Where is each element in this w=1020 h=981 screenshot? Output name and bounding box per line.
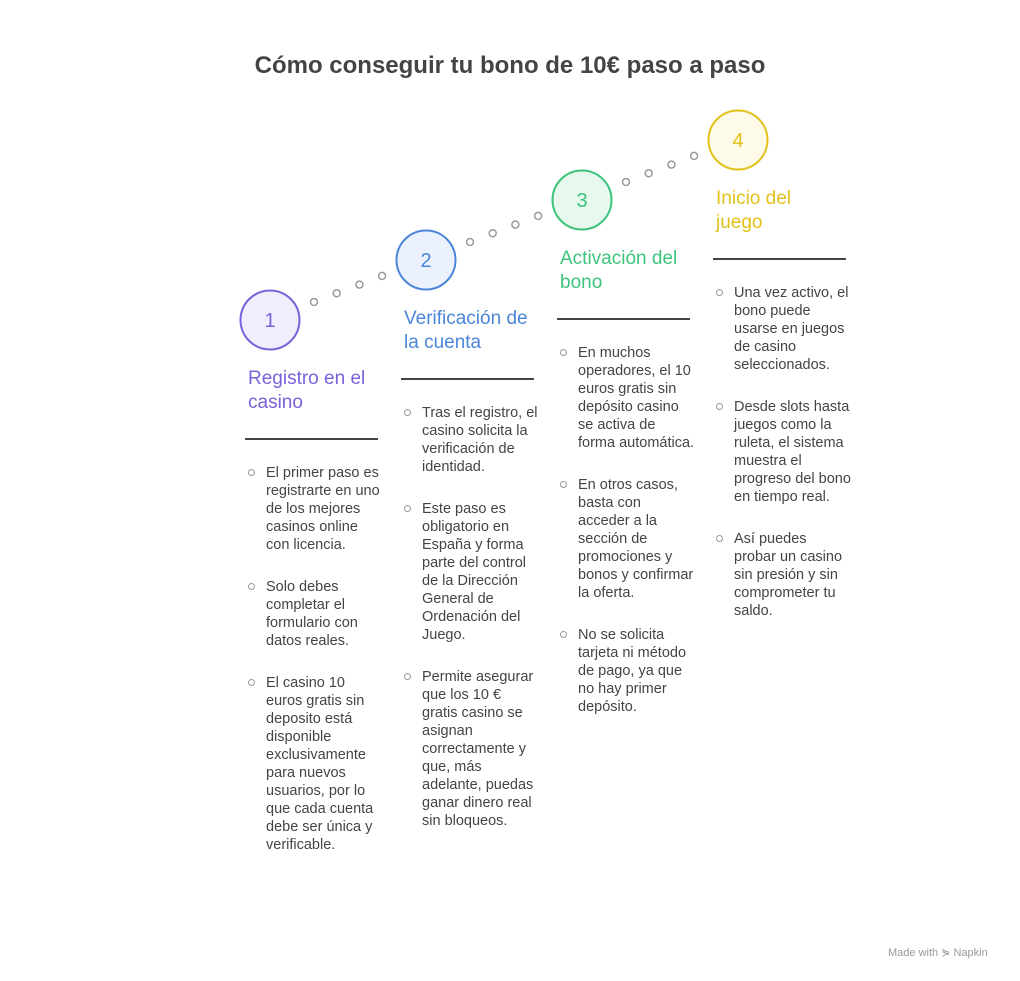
bullet-text: El casino 10 euros gratis sin deposito e… xyxy=(266,675,374,853)
bullet-dot xyxy=(716,535,723,542)
step-number: 2 xyxy=(420,250,431,272)
step-title: Activación del bono xyxy=(560,248,678,293)
step-number: 1 xyxy=(264,310,275,332)
step-circle xyxy=(551,169,613,231)
bullet-item: Desde slots hasta juegos como la ruleta,… xyxy=(716,398,852,506)
step-title: Inicio del juego xyxy=(716,188,791,233)
bullet-text: Solo debes completar el formulario con d… xyxy=(266,579,358,649)
bullet-list: Una vez activo, el bono puede usarse en … xyxy=(716,284,852,644)
bullet-text: Este paso es obligatorio en España y for… xyxy=(422,501,526,643)
bullet-dot xyxy=(404,673,411,680)
bullet-dot xyxy=(716,289,723,296)
bullet-dot xyxy=(716,403,723,410)
divider xyxy=(401,378,534,380)
bullet-text: Permite asegurar que los 10 € gratis cas… xyxy=(422,669,534,829)
bullet-item: Tras el registro, el casino solicita la … xyxy=(404,404,540,476)
bullet-list: Tras el registro, el casino solicita la … xyxy=(404,404,540,854)
bullet-text: Desde slots hasta juegos como la ruleta,… xyxy=(734,399,851,505)
connector-dot xyxy=(533,211,543,221)
bullet-text: En muchos operadores, el 10 euros gratis… xyxy=(578,345,695,451)
connector-dot xyxy=(465,237,475,247)
divider xyxy=(245,438,378,440)
bullet-item: En muchos operadores, el 10 euros gratis… xyxy=(560,344,696,452)
divider xyxy=(713,258,846,260)
brand: Napkin xyxy=(953,947,988,959)
bullet-item: Permite asegurar que los 10 € gratis cas… xyxy=(404,668,540,830)
step-circle xyxy=(707,109,769,171)
bullet-text: Una vez activo, el bono puede usarse en … xyxy=(734,285,849,373)
step-circle xyxy=(239,289,301,351)
bullet-item: En otros casos, basta con acceder a la s… xyxy=(560,476,696,602)
step-number: 3 xyxy=(576,190,587,212)
connector-dot xyxy=(667,160,676,169)
bullet-dot xyxy=(404,505,411,512)
made-with: Made with xyxy=(888,947,939,959)
bullet-dot xyxy=(248,469,255,476)
step-title: Registro en el casino xyxy=(248,368,366,413)
bullet-dot xyxy=(404,409,411,416)
connector-dot xyxy=(689,151,699,161)
connector-dot xyxy=(488,229,497,238)
bullet-item: El casino 10 euros gratis sin deposito e… xyxy=(248,674,384,854)
connector-dot xyxy=(644,169,653,178)
bullet-text: No se solicita tarjeta ni método de pago… xyxy=(578,627,687,715)
connector-dot xyxy=(332,289,341,298)
bullet-dot xyxy=(560,349,567,356)
connector-dot xyxy=(377,271,387,281)
connector-dot xyxy=(511,220,520,229)
bullet-item: Una vez activo, el bono puede usarse en … xyxy=(716,284,852,374)
bullet-item: El primer paso es registrarte en uno de … xyxy=(248,464,384,554)
divider xyxy=(557,318,690,320)
bullet-item: No se solicita tarjeta ni método de pago… xyxy=(560,626,696,716)
bullet-dot xyxy=(248,679,255,686)
bullet-text: En otros casos, basta con acceder a la s… xyxy=(578,477,694,601)
bullet-dot xyxy=(248,583,255,590)
footer: Made with ⋟ Napkin xyxy=(888,947,988,959)
connector-dot xyxy=(309,297,319,307)
bullet-dot xyxy=(560,481,567,488)
title: Cómo conseguir tu bono de 10€ paso a pas… xyxy=(254,52,766,79)
bullet-text: El primer paso es registrarte en uno de … xyxy=(266,465,380,553)
bullet-dot xyxy=(560,631,567,638)
connector-dot xyxy=(355,280,364,289)
bullet-item: Este paso es obligatorio en España y for… xyxy=(404,500,540,644)
bullet-text: Tras el registro, el casino solicita la … xyxy=(422,405,538,475)
step-title: Verificación de la cuenta xyxy=(404,308,528,353)
bullet-text: Así puedes probar un casino sin presión … xyxy=(734,531,843,619)
step-number: 4 xyxy=(732,130,743,152)
step-circle xyxy=(395,229,457,291)
connector-dot xyxy=(621,177,631,187)
bullet-list: En muchos operadores, el 10 euros gratis… xyxy=(560,344,696,740)
bullet-item: Así puedes probar un casino sin presión … xyxy=(716,530,852,620)
bullet-item: Solo debes completar el formulario con d… xyxy=(248,578,384,650)
bullet-list: El primer paso es registrarte en uno de … xyxy=(248,464,384,878)
